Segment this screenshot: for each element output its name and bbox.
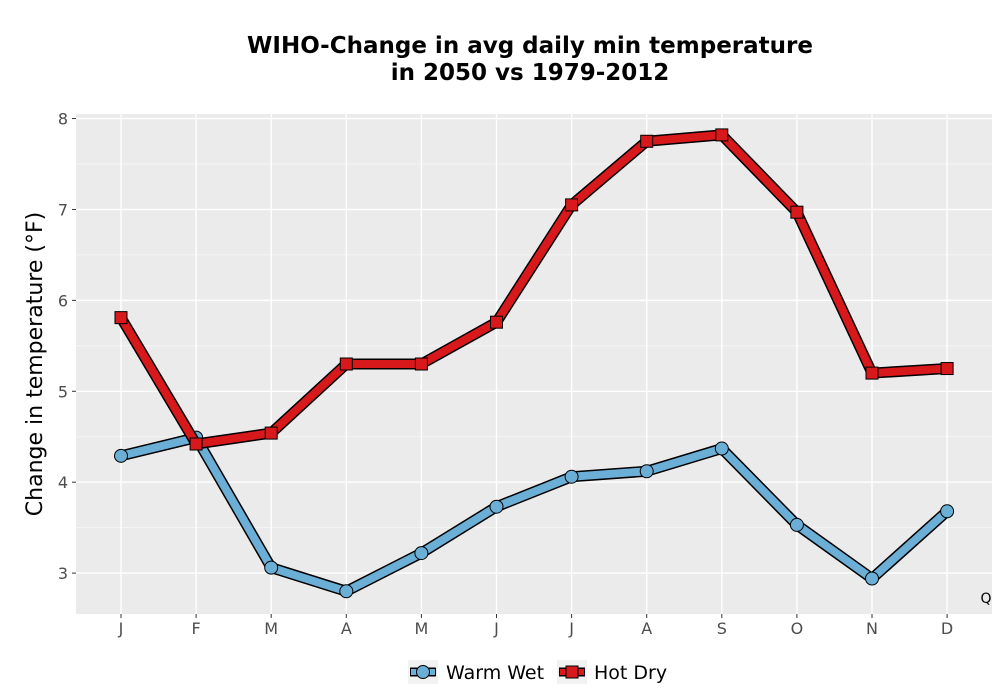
data-point [565, 198, 579, 212]
x-tick-label: S [717, 619, 727, 638]
data-point [940, 362, 954, 376]
data-point [189, 437, 203, 451]
x-tick-label: J [568, 619, 574, 638]
x-tick-label: A [641, 619, 652, 638]
chart-title-line2: in 2050 vs 1979-2012 [391, 60, 670, 86]
data-point [414, 546, 429, 561]
y-tick-label: 3 [58, 564, 68, 583]
data-point [640, 134, 654, 148]
series-warm-wet [114, 430, 955, 599]
x-tick-label: J [118, 619, 124, 638]
data-point [639, 464, 654, 479]
legend-key-marker [565, 665, 579, 679]
legend-key-marker [416, 665, 430, 679]
legend-label: Hot Dry [594, 662, 667, 684]
grid-layer [76, 114, 992, 614]
series-hot-dry [114, 128, 954, 451]
data-point [564, 469, 579, 484]
x-tick-label: O [791, 619, 804, 638]
x-tick-label: F [191, 619, 200, 638]
y-tick-label: 4 [58, 473, 68, 492]
data-point [264, 426, 278, 440]
x-tick-label: M [414, 619, 428, 638]
data-point [114, 311, 128, 325]
data-point [264, 560, 279, 575]
series-line [117, 433, 952, 596]
x-tick-label: M [264, 619, 278, 638]
legend-label: Warm Wet [446, 662, 544, 684]
x-tick-label: D [941, 619, 953, 638]
x-tick-label: J [493, 619, 499, 638]
corner-label: Q [980, 591, 991, 607]
plot-panel [76, 114, 992, 614]
data-point [414, 357, 428, 371]
y-tick-label: 7 [58, 200, 68, 219]
y-tick-label: 8 [58, 110, 68, 129]
data-point [339, 584, 354, 599]
data-point [865, 366, 879, 380]
data-point [790, 205, 804, 219]
series-line [117, 130, 952, 448]
legend: Warm Wet Hot Dry [408, 660, 667, 684]
series-layer [114, 128, 955, 599]
legend-key [408, 660, 438, 684]
data-point [940, 504, 955, 519]
data-point [339, 357, 353, 371]
data-point [490, 315, 503, 329]
y-tick-label: 6 [58, 291, 68, 310]
data-point [789, 517, 804, 532]
y-axis-title: Change in temperature (°F) [23, 212, 48, 516]
legend-key [557, 660, 587, 684]
data-point [489, 499, 504, 514]
data-point [715, 128, 729, 142]
data-point [114, 448, 128, 463]
data-point [865, 571, 879, 586]
x-tick-label: N [866, 619, 878, 638]
axis-layer: 3 4 5 6 7 8 J F M A M J J A S O N D [58, 110, 953, 638]
y-tick-label: 5 [58, 382, 68, 401]
chart-title-line1: WIHO-Change in avg daily min temperature [247, 33, 813, 59]
x-tick-label: A [341, 619, 352, 638]
data-point [714, 441, 729, 456]
